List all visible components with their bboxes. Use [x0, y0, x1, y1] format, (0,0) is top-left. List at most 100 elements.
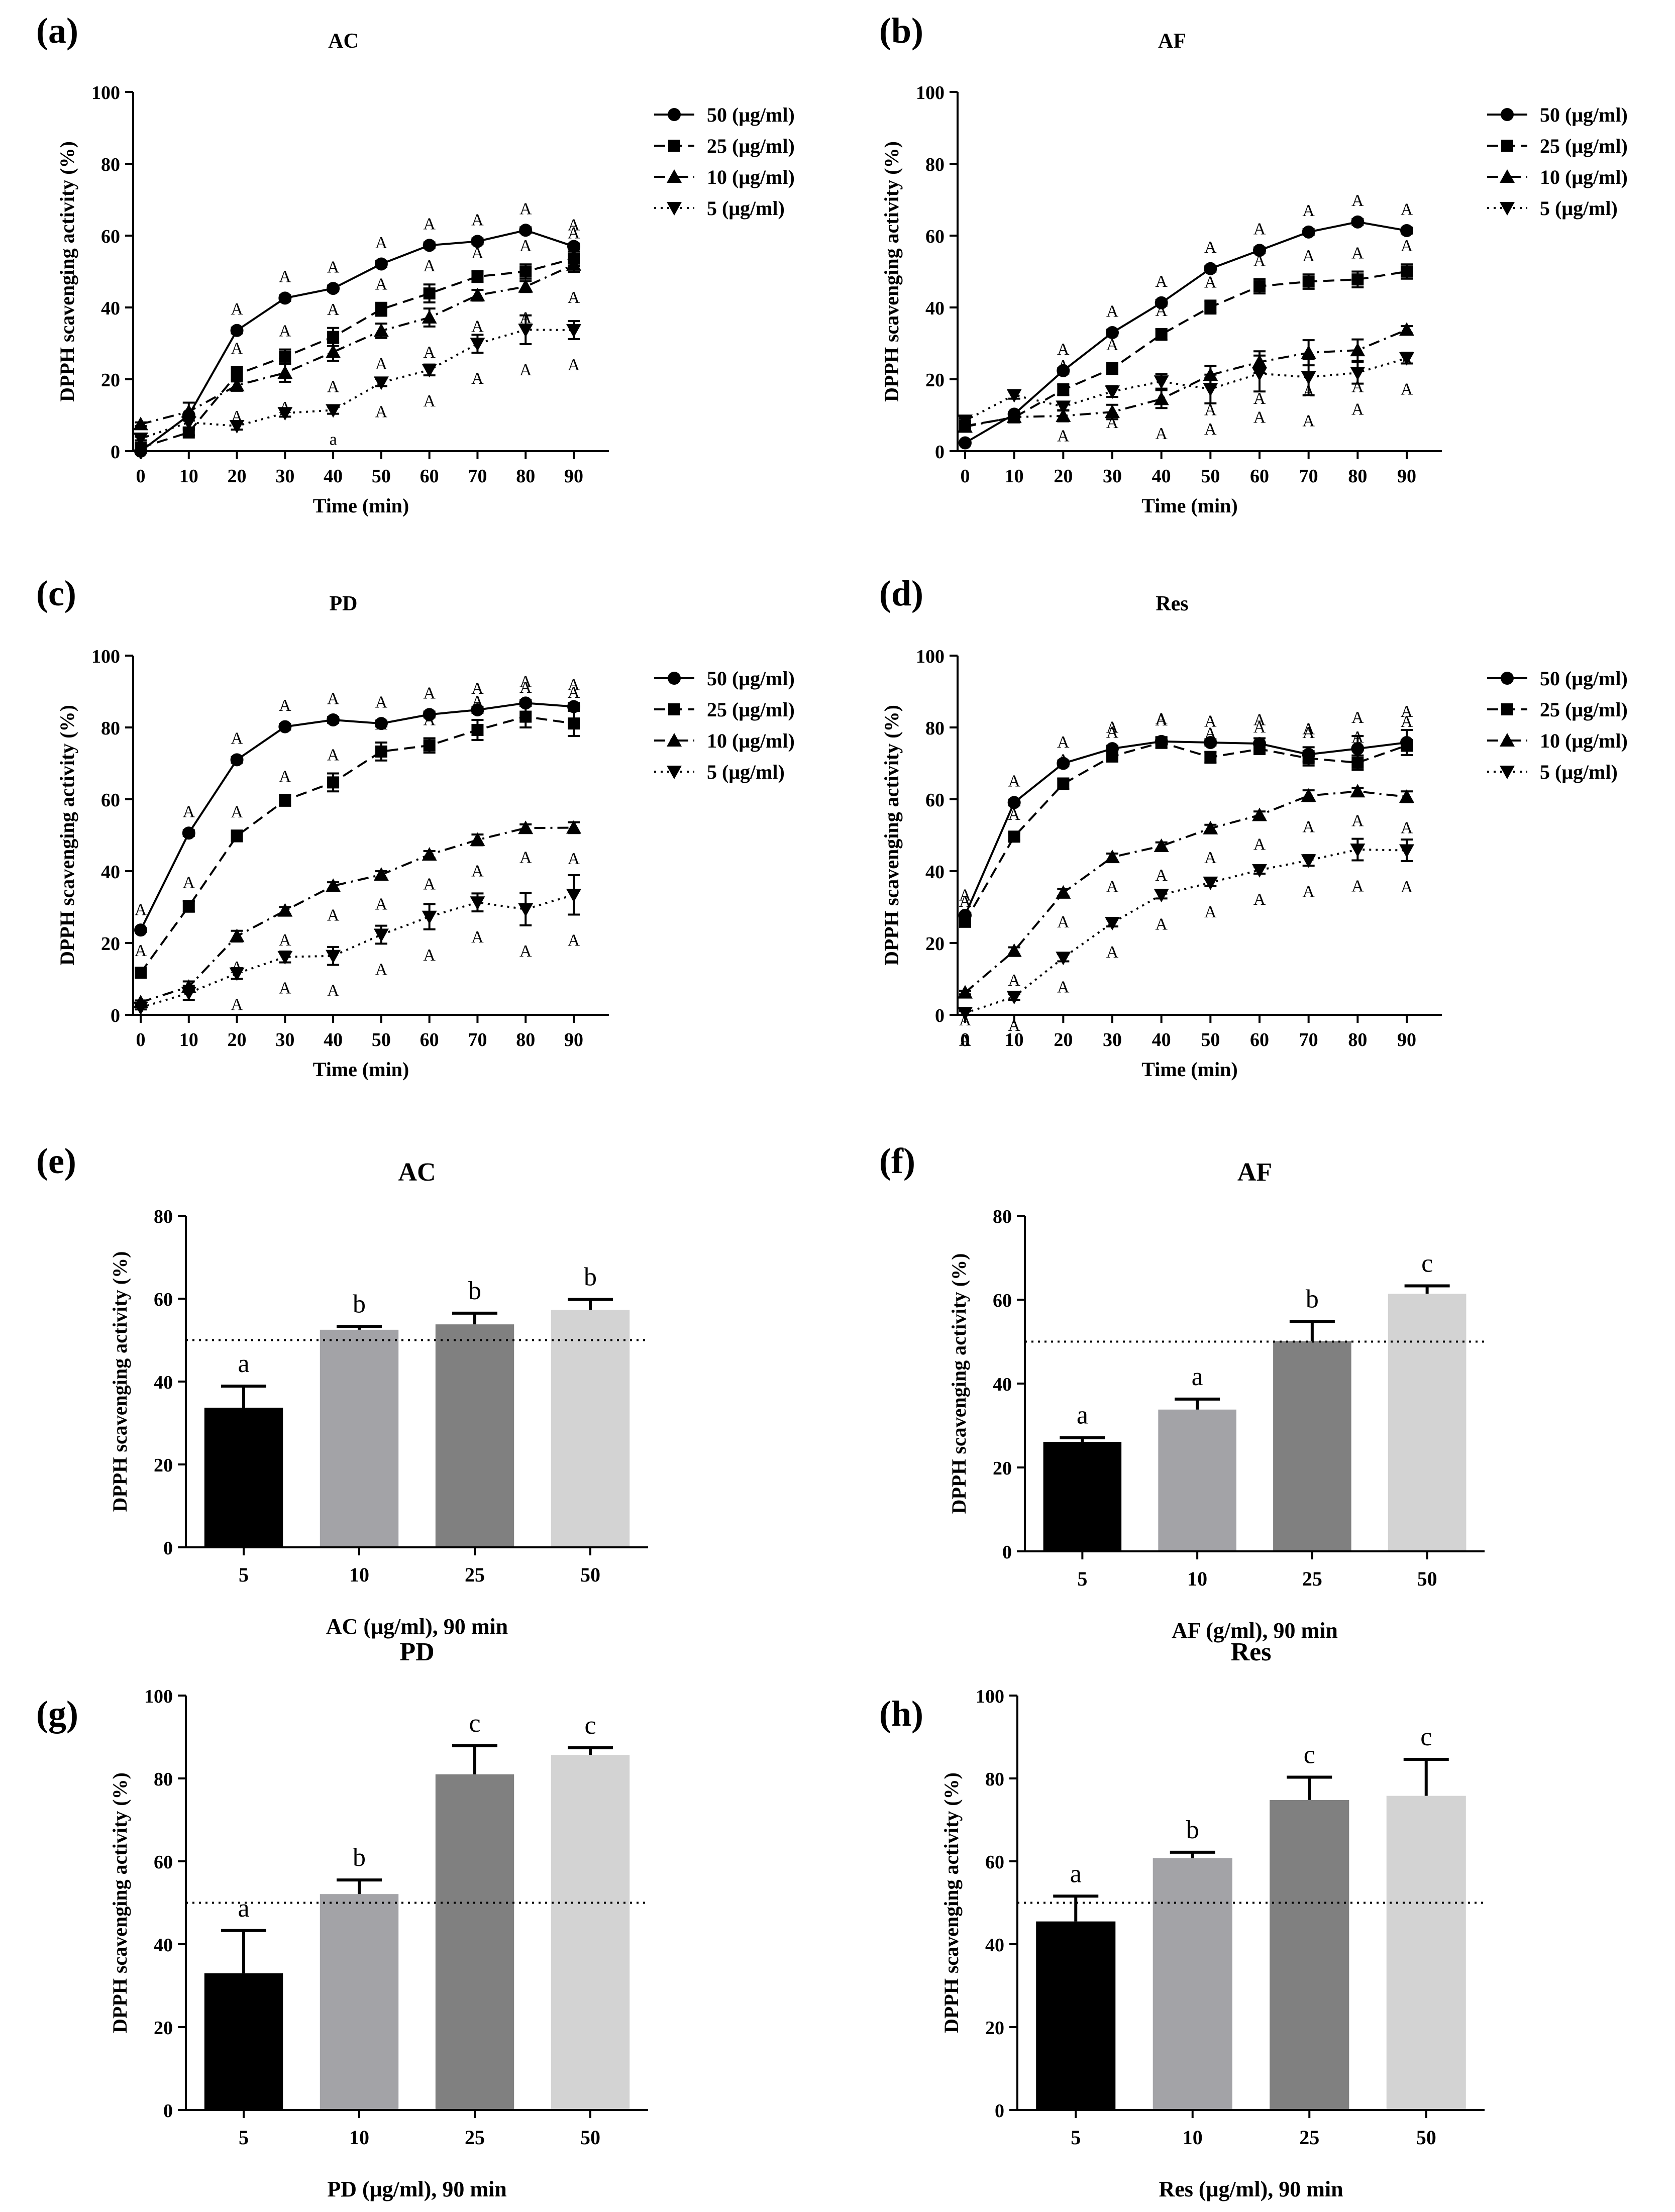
significance-label: A [519, 678, 532, 697]
y-tick-label: 40 [985, 1935, 1004, 1956]
data-point [566, 324, 581, 338]
panel-label: (e) [36, 1141, 76, 1181]
data-point [1154, 838, 1169, 852]
significance-label: A [1302, 247, 1315, 265]
significance-label: A [1302, 201, 1315, 220]
significance-label: A [182, 802, 195, 821]
significance-label: A [1302, 723, 1315, 742]
series-line [965, 357, 1407, 422]
data-point [1006, 409, 1022, 424]
data-point [229, 967, 245, 981]
y-tick-label: 80 [993, 1206, 1012, 1227]
data-point [1203, 383, 1218, 397]
bar [551, 1310, 630, 1547]
significance-letter: b [1186, 1816, 1199, 1844]
data-point [1253, 244, 1266, 257]
data-point [1351, 757, 1364, 769]
panel-label: (g) [36, 1694, 78, 1734]
significance-label: A [1008, 1016, 1020, 1035]
data-point [135, 967, 147, 979]
significance-label: A [1401, 712, 1413, 731]
data-point [471, 270, 484, 283]
data-point [375, 745, 387, 758]
data-point [1105, 850, 1120, 864]
y-axis-label: DPPH scavenging activity (%) [880, 705, 903, 966]
y-tick-label: 20 [925, 370, 945, 391]
significance-label: A [1253, 220, 1266, 239]
significance-label: A [519, 361, 532, 379]
significance-label: A [1253, 835, 1266, 854]
data-point [568, 717, 580, 730]
legend-entry: 10 (μg/ml) [1487, 729, 1628, 752]
data-point [1350, 784, 1366, 798]
significance-letter: c [1304, 1741, 1315, 1769]
significance-label: A [375, 895, 388, 913]
significance-label: A [1253, 252, 1266, 270]
data-point [1401, 739, 1413, 752]
data-point [518, 903, 534, 917]
y-tick-label: 40 [101, 298, 120, 319]
significance-label: A [327, 300, 340, 319]
data-point [1203, 820, 1218, 834]
data-point [519, 224, 533, 237]
y-tick-label: 40 [154, 1372, 173, 1393]
x-tick-label: 80 [1348, 1029, 1367, 1050]
significance-letter: c [1420, 1723, 1432, 1751]
y-tick-label: 60 [993, 1290, 1012, 1311]
bar [1386, 1796, 1466, 2110]
line-chart-1: (b) AF 0 20 40 60 80 100 0 10 20 30 40 50 60 70 80 90 Time… [879, 11, 1628, 517]
data-point [278, 720, 292, 733]
data-point [422, 910, 437, 924]
legend-entry: 10 (μg/ml) [654, 729, 795, 752]
data-point [470, 896, 485, 910]
bar [204, 1973, 283, 2110]
data-point [422, 847, 437, 861]
data-point [1008, 830, 1020, 843]
significance-label: A [1057, 733, 1070, 752]
x-tick-label: 20 [228, 466, 247, 487]
x-tick-label: 60 [420, 466, 439, 487]
significance-label: A [568, 216, 580, 235]
data-point [567, 240, 580, 253]
data-point [1155, 296, 1168, 309]
data-point [567, 700, 580, 713]
series-line [140, 715, 574, 974]
legend-label: 25 (μg/ml) [1540, 698, 1628, 721]
x-tick-label: 5 [239, 2126, 249, 2149]
significance-label: A [279, 979, 291, 998]
x-tick-label: 60 [1250, 466, 1269, 487]
significance-label: A [375, 275, 388, 294]
data-point [326, 878, 341, 892]
x-tick-label: 30 [275, 1029, 294, 1050]
data-point [1399, 322, 1414, 336]
x-tick-label: 80 [516, 1029, 535, 1050]
data-point [231, 829, 243, 842]
bar [320, 1894, 399, 2110]
significance-label: A [1008, 971, 1020, 990]
legend-label: 5 (μg/ml) [1540, 197, 1618, 220]
y-axis-label: DPPH scavenging activity (%) [880, 141, 903, 402]
x-tick-label: 90 [564, 466, 583, 487]
data-point [1204, 736, 1217, 750]
data-point [1056, 952, 1071, 966]
significance-label: A [1302, 818, 1315, 836]
significance-label: A [327, 982, 340, 1000]
data-point [327, 713, 340, 726]
data-point [1204, 262, 1217, 275]
data-point [422, 364, 437, 378]
significance-label: A [327, 689, 340, 708]
significance-letter: b [353, 1843, 366, 1872]
data-point [1399, 352, 1414, 366]
significance-label: A [279, 322, 291, 341]
data-point [229, 378, 245, 392]
significance-letter: b [353, 1290, 366, 1318]
legend-marker [667, 766, 682, 779]
data-point [1350, 343, 1366, 357]
data-point [134, 923, 147, 937]
significance-label: A [1401, 878, 1413, 896]
significance-letter: c [1421, 1249, 1433, 1278]
x-axis-label: Time (min) [313, 1058, 409, 1081]
panel-label: (d) [879, 573, 923, 613]
data-point [470, 338, 485, 352]
